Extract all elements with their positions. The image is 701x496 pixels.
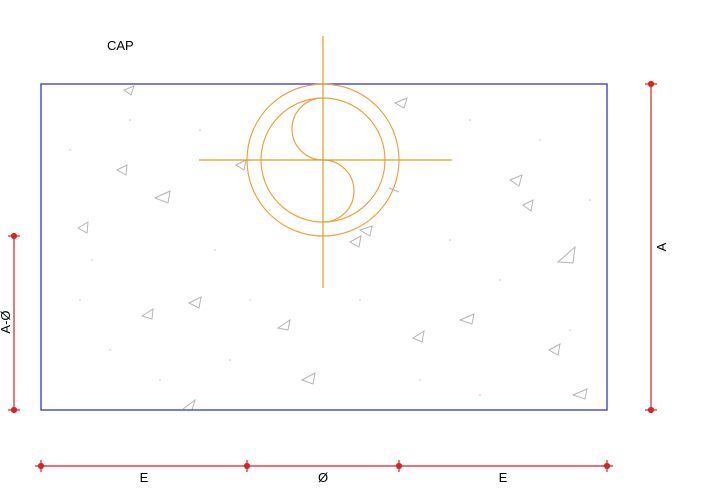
dimension-a-label: A	[654, 242, 669, 251]
cap-outline	[40, 83, 608, 411]
concrete-dots	[69, 119, 591, 396]
drawing-title: CAP	[107, 38, 134, 53]
concrete-hatch	[77, 85, 588, 411]
dimension-a-minus-phi-label: A-Ø	[0, 310, 13, 333]
dimension-a-right	[645, 80, 657, 414]
pile-crosshair	[199, 36, 452, 288]
dimension-e-right-label: E	[499, 470, 508, 485]
dimension-bottom	[35, 460, 613, 472]
dimension-e-left-label: E	[140, 470, 149, 485]
dimension-a-minus-phi-left	[8, 232, 20, 414]
dimension-phi-label: Ø	[318, 470, 328, 485]
